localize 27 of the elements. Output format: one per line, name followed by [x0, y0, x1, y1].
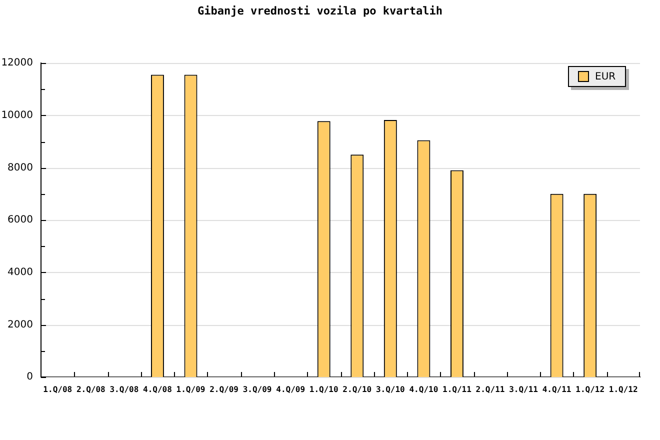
x-tick-label: 2.Q/10	[342, 384, 372, 394]
x-tick-label: 1.Q/09	[176, 384, 206, 394]
x-tick-label: 1.Q/08	[43, 384, 72, 394]
y-tick-label: 4000	[8, 266, 33, 278]
x-tick-label: 4.Q/09	[276, 384, 306, 394]
x-tick-label: 1.Q/12	[608, 384, 638, 394]
x-tick-label: 4.Q/10	[409, 384, 438, 394]
y-tick-label: 10000	[1, 110, 33, 121]
x-tick-label: 3.Q/11	[509, 384, 538, 394]
legend-label: EUR	[595, 72, 616, 83]
y-tick-label: 12000	[1, 58, 33, 69]
x-tick-label: 4.Q/08	[143, 384, 172, 394]
y-tick-label: 0	[26, 372, 33, 383]
x-tick-label: 2.Q/08	[76, 384, 106, 394]
x-tick-label: 1.Q/10	[309, 384, 338, 394]
x-tick-label: 1.Q/11	[442, 384, 472, 394]
x-tick-label: 3.Q/09	[242, 384, 272, 394]
x-tick-label: 3.Q/08	[110, 384, 139, 394]
x-tick-label: 3.Q/10	[376, 384, 406, 394]
y-tick-label: 2000	[8, 319, 33, 330]
x-tick-label: 1.Q/12	[576, 384, 605, 394]
x-tick-label: 2.Q/09	[210, 384, 239, 394]
y-tick-label: 8000	[8, 162, 33, 174]
chart-title: Gibanje vrednosti vozila po kvartalih	[197, 4, 443, 18]
x-tick-label: 4.Q/11	[542, 384, 572, 394]
x-tick-label: 2.Q/11	[476, 384, 505, 394]
y-tick-label: 6000	[8, 214, 33, 226]
